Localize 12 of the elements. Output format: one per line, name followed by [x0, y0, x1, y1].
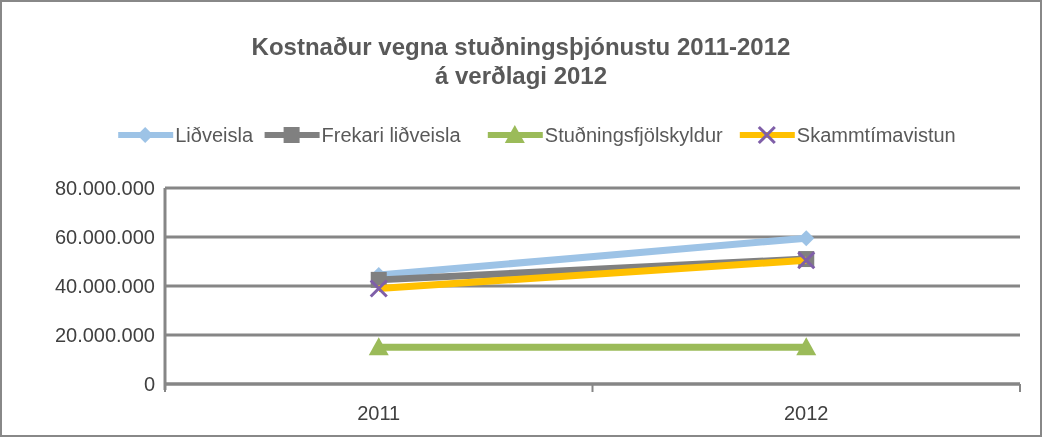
legend-label: Liðveisla — [175, 124, 254, 146]
y-tick-label: 60.000.000 — [54, 226, 155, 248]
chart-title: Kostnaður vegna stuðningsþjónustu 2011-2012 á verðlagi 2012 — [251, 33, 791, 89]
y-tick-label: 0 — [143, 373, 155, 395]
legend-label: Stuðningsfjölskyldur — [544, 124, 724, 146]
x-tick-label: 2011 — [357, 402, 401, 424]
legend-label: Skammtímavistun — [796, 124, 956, 146]
y-tick-label: 80.000.000 — [54, 177, 155, 199]
x-tick-label: 2012 — [784, 402, 829, 424]
y-tick-label: 40.000.000 — [54, 275, 155, 297]
legend-label: Frekari liðveisla — [321, 124, 462, 146]
y-tick-label: 20.000.000 — [54, 324, 155, 346]
